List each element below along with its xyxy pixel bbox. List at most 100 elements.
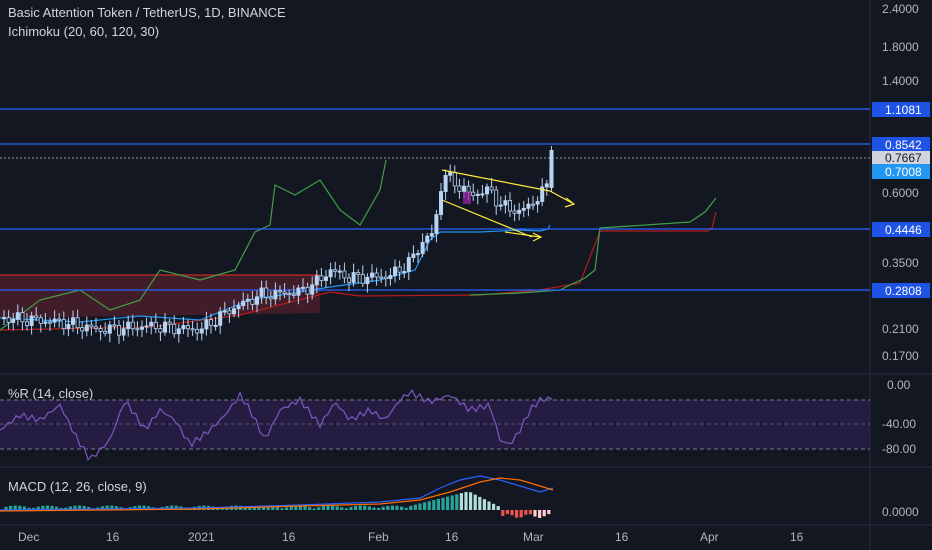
candle-body (204, 319, 209, 330)
histogram-bar (303, 506, 307, 510)
histogram-bar (496, 506, 500, 510)
candle-body (259, 287, 264, 298)
histogram-bar (409, 505, 413, 510)
candle-body (305, 286, 310, 295)
level-badge[interactable] (872, 102, 930, 117)
candle-body (531, 203, 536, 206)
histogram-bar (22, 506, 26, 510)
candle-body (195, 329, 200, 334)
candle-body (365, 276, 370, 285)
histogram-bar (478, 496, 482, 510)
x-tick-label: 16 (282, 530, 296, 544)
candle-body (471, 191, 476, 196)
candle-body (208, 319, 213, 326)
candle-body (185, 325, 190, 330)
candle-body (57, 318, 62, 321)
candle-body (107, 324, 112, 334)
level-badge[interactable] (872, 222, 930, 237)
level-badge[interactable] (872, 137, 930, 152)
candle-body (103, 330, 108, 334)
level-badge[interactable] (872, 283, 930, 298)
trendline-upper (441, 169, 551, 192)
level-badge-text: 1.1081 (885, 103, 922, 117)
histogram-bar (9, 505, 13, 510)
macd-label[interactable]: MACD (12, 26, close, 9) (8, 479, 147, 494)
candle-body (498, 204, 503, 207)
candle-body (117, 325, 122, 336)
histogram-bar (344, 508, 348, 510)
histogram-bar (114, 506, 118, 510)
histogram-bar (469, 492, 473, 510)
candle-body (379, 276, 384, 279)
candle-body (489, 186, 494, 191)
candle-body (480, 193, 485, 196)
candle-body (342, 270, 347, 279)
histogram-bar (377, 508, 381, 510)
candle-body (287, 293, 292, 296)
histogram-bar (436, 498, 440, 510)
candle-body (369, 272, 374, 278)
candle-body (2, 317, 7, 320)
histogram-bar (367, 506, 371, 510)
candle-body (461, 185, 466, 192)
histogram-bar (27, 507, 31, 510)
histogram-bar (321, 506, 325, 510)
histogram-bar (271, 505, 275, 510)
candle-body (300, 286, 305, 289)
candle-body (222, 310, 227, 313)
williams-r-label[interactable]: %R (14, close) (8, 386, 94, 401)
projection-arrow (504, 231, 541, 238)
conversion-badge-text: 0.7008 (885, 165, 922, 179)
candle-body (425, 235, 430, 243)
x-tick-label: 16 (790, 530, 804, 544)
trendlines[interactable] (441, 169, 576, 242)
conversion-badge (872, 164, 930, 179)
candle-body (273, 290, 278, 300)
candle-body (245, 298, 250, 302)
candle-body (406, 257, 411, 272)
horizontal-levels[interactable] (0, 108, 870, 291)
histogram-bar (450, 495, 454, 510)
histogram-bar (317, 507, 321, 510)
histogram-bar (280, 508, 284, 510)
last-price-badge (872, 151, 930, 165)
histogram-bar (262, 505, 266, 510)
candle-body (521, 207, 526, 211)
lagging-span (0, 159, 387, 331)
y-tick-label: 2.4000 (882, 2, 919, 16)
histogram-bar (464, 492, 468, 510)
histogram-bar (492, 503, 496, 510)
candle-body (296, 287, 301, 296)
wr-tick-label: -40.00 (882, 417, 916, 431)
candle-body (43, 321, 48, 324)
indicator-label[interactable]: Ichimoku (20, 60, 120, 30) (8, 24, 160, 39)
histogram-bar (515, 510, 519, 518)
histogram-bar (487, 501, 491, 510)
candle-body (172, 323, 177, 335)
histogram-bar (73, 505, 77, 510)
candle-body (66, 323, 71, 330)
histogram-bar (101, 506, 105, 510)
base-line (0, 211, 717, 331)
candle-body (130, 321, 135, 330)
candle-body (176, 328, 181, 335)
candle-body (153, 321, 158, 329)
candle-body (383, 276, 388, 280)
histogram-bar (45, 505, 49, 510)
histogram-bar (459, 493, 463, 510)
y-tick-label: 1.8000 (882, 40, 919, 54)
candle-body (429, 233, 434, 237)
histogram-bar (547, 510, 551, 515)
histogram-bar (441, 497, 445, 510)
candle-body (213, 324, 218, 327)
histogram-bar (248, 508, 252, 510)
x-tick-label: Feb (368, 530, 389, 544)
projection-arrow (549, 190, 573, 204)
candle-body (34, 315, 39, 319)
candle-body (346, 277, 351, 283)
histogram-bar (41, 505, 45, 510)
histogram-bar (105, 505, 109, 510)
candle-body (434, 214, 439, 234)
histogram-bar (68, 506, 72, 510)
